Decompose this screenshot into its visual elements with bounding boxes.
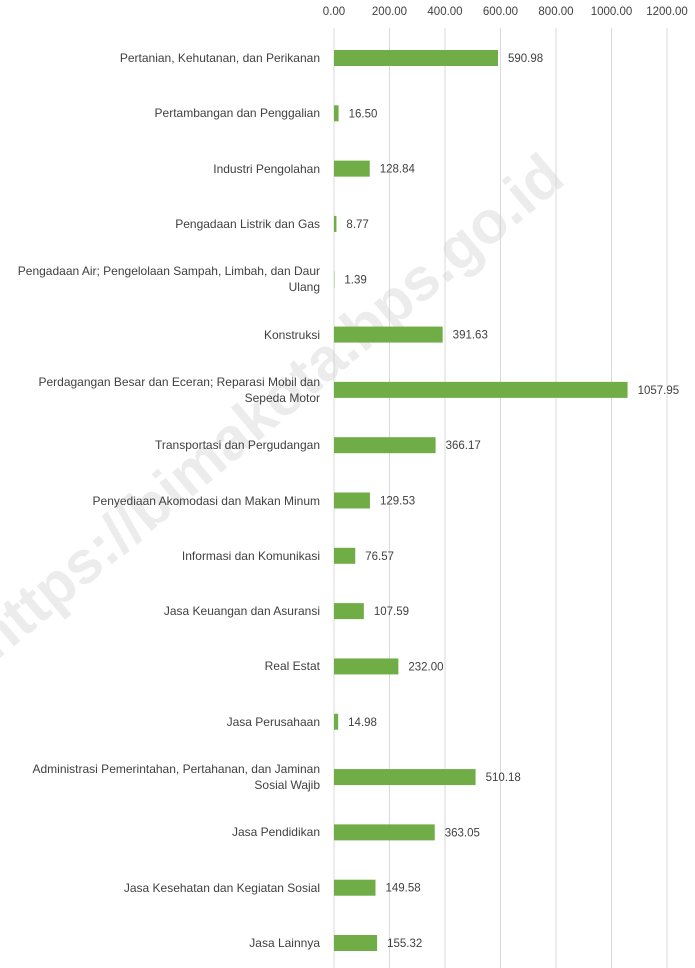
x-tick-label: 600.00	[483, 6, 518, 18]
data-label: 128.84	[380, 164, 416, 176]
category-label: Pertambangan dan Penggalian	[154, 106, 320, 121]
bar	[334, 160, 370, 177]
bar	[334, 105, 339, 122]
data-label: 1.39	[344, 274, 366, 286]
bar	[334, 769, 476, 786]
bar	[334, 215, 337, 232]
bar	[334, 935, 378, 951]
data-label: 363.05	[445, 827, 480, 839]
data-label: 129.53	[380, 496, 415, 508]
x-tick-label: 1200.00	[646, 6, 688, 18]
bar	[334, 50, 498, 66]
category-label: Jasa Kesehatan dan Kegiatan Sosial	[123, 880, 320, 895]
data-label: 149.58	[386, 883, 421, 895]
data-label: 8.77	[346, 219, 368, 231]
category-label: Jasa Pendidikan	[231, 825, 320, 840]
data-label: 16.50	[349, 108, 378, 120]
x-tick-label: 800.00	[538, 6, 573, 18]
bar	[334, 713, 339, 730]
category-label: Konstruksi	[263, 327, 320, 342]
data-label: 232.00	[408, 661, 443, 673]
data-label: 76.57	[365, 551, 394, 563]
category-label: Pengadaan Air; Pengelolaan Sampah, Limba…	[17, 264, 320, 295]
data-label: 155.32	[387, 938, 422, 950]
x-tick-label: 1000.00	[591, 6, 633, 18]
data-label: 1057.95	[638, 385, 680, 397]
data-label: 107.59	[374, 606, 409, 618]
bar	[334, 381, 628, 398]
category-label: Jasa Lainnya	[249, 936, 320, 950]
bar	[334, 547, 356, 564]
category-label: Administrasi Pemerintahan, Pertahanan, d…	[32, 762, 321, 793]
bar	[334, 326, 443, 343]
bar	[334, 658, 399, 675]
bar	[334, 603, 364, 620]
category-label: Pengadaan Listrik dan Gas	[175, 216, 320, 231]
bar	[334, 824, 435, 841]
category-label: Industri Pengolahan	[213, 161, 320, 176]
x-tick-label: 0.00	[323, 6, 345, 18]
category-label: Penyediaan Akomodasi dan Makan Minum	[92, 493, 320, 508]
bar	[334, 492, 370, 509]
category-label: Informasi dan Komunikasi	[181, 548, 320, 563]
data-label: 391.63	[453, 330, 488, 342]
data-label: 590.98	[508, 53, 543, 65]
data-label: 14.98	[348, 717, 377, 729]
category-label: Transportasi dan Pergudangan	[155, 438, 320, 453]
bar	[334, 437, 436, 454]
x-tick-label: 200.00	[372, 6, 407, 18]
category-label: Perdagangan Besar dan Eceran; Reparasi M…	[38, 374, 320, 405]
data-label: 510.18	[486, 772, 521, 784]
category-label: Pertanian, Kehutanan, dan Perikanan	[119, 51, 320, 65]
category-label: Real Estat	[264, 659, 320, 674]
category-label: Jasa Keuangan dan Asuransi	[163, 604, 320, 619]
x-tick-label: 400.00	[427, 6, 462, 18]
bar	[334, 879, 376, 896]
data-label: 366.17	[446, 440, 481, 452]
category-label: Jasa Perusahaan	[226, 714, 320, 729]
